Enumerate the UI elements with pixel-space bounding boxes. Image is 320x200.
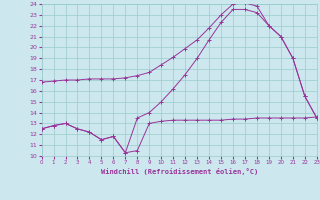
X-axis label: Windchill (Refroidissement éolien,°C): Windchill (Refroidissement éolien,°C): [100, 168, 258, 175]
